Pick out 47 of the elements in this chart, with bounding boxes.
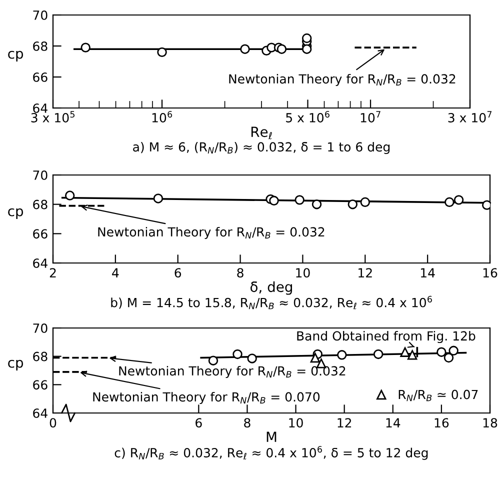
x-tick-label: 14 xyxy=(386,418,400,428)
x-tick-label: 2 xyxy=(50,268,56,278)
y-tick-label: 70 xyxy=(33,323,48,333)
y-tick-label: 68 xyxy=(33,352,48,362)
text: a) M ≈ 6, (R$_{N}$/R$_{B}$) ≈ 0.032, δ̄ = 1 to 6 deg xyxy=(133,142,390,154)
x-tick-label: 6 xyxy=(196,418,202,428)
y-tick-label: 64 xyxy=(33,408,48,418)
x-tick-label: 14 xyxy=(420,268,435,278)
x-tick-label: 12 xyxy=(338,418,352,428)
y-tick-label: 66 xyxy=(33,72,48,82)
legend-label: R$_{N}$/R$_{B}$ ≃ 0.07 xyxy=(398,390,478,402)
y-tick-label: 70 xyxy=(33,10,48,20)
y-tick-label: 68 xyxy=(33,200,48,210)
x-tick-label: 12 xyxy=(358,268,372,278)
text: b) M = 14.5 to 15.8, R$_{N}$/R$_{B}$ ≈ 0.032, Re$_{ℓ}$ ≈ 0.4 x 10$^{6}$ xyxy=(111,296,432,310)
y-axis-title: cp xyxy=(8,50,24,62)
y-tick-label: 64 xyxy=(33,103,48,113)
y-tick-label: 64 xyxy=(33,258,48,268)
annotation: Newtonian Theory for R$_{N}$/R$_{B}$ = 0.032 xyxy=(229,74,456,86)
x-tick-label: 18 xyxy=(483,418,498,428)
x-axis-title: δ̄, deg xyxy=(250,281,292,295)
x-tick-label: 8 xyxy=(237,268,244,278)
y-tick-label: 68 xyxy=(33,41,48,51)
y-tick-label: 70 xyxy=(33,170,48,180)
y-tick-label: 66 xyxy=(33,229,48,239)
x-tick-label: 3 x 10$^{7}$ xyxy=(448,111,492,122)
x-tick-label: 4 xyxy=(112,268,119,278)
x-axis-title: M xyxy=(266,432,276,442)
text: c) R$_{N}$/R$_{B}$ ≈ 0.032, Re$_{ℓ}$ ≈ 0.4 x 10$^{6}$, δ̄ = 5 to 12 deg xyxy=(114,446,428,460)
x-tick-label: 6 xyxy=(174,268,182,278)
annotation: Newtonian Theory for R$_{N}$/R$_{B}$ = 0.032 xyxy=(119,366,346,378)
annotation: Newtonian Theory for R$_{N}$/R$_{B}$ = 0.032 xyxy=(98,226,324,240)
x-tick-label: 10$^{6}$ xyxy=(152,110,172,122)
x-axis-title: Re$_{ℓ}$ xyxy=(251,126,272,140)
x-tick-label: 8 xyxy=(244,418,250,428)
x-tick-label: 10 xyxy=(289,418,303,428)
x-tick-label: 16 xyxy=(483,268,498,278)
y-axis-title: cp xyxy=(8,360,24,370)
y-tick-label: 66 xyxy=(33,380,48,390)
x-tick-label: 5 x 10$^{6}$ xyxy=(286,110,330,122)
annotation: Newtonian Theory for R$_{N}$/R$_{B}$ = 0.070 xyxy=(93,392,320,404)
x-tick-label: 10 xyxy=(296,268,310,278)
x-tick-label: 0 xyxy=(50,418,56,428)
x-tick-label: 16 xyxy=(434,418,449,428)
annotation: Band Obtained from Fig. 12b xyxy=(297,330,476,344)
x-tick-label: 10$^{7}$ xyxy=(360,111,380,122)
y-axis-title: cp xyxy=(8,208,24,219)
